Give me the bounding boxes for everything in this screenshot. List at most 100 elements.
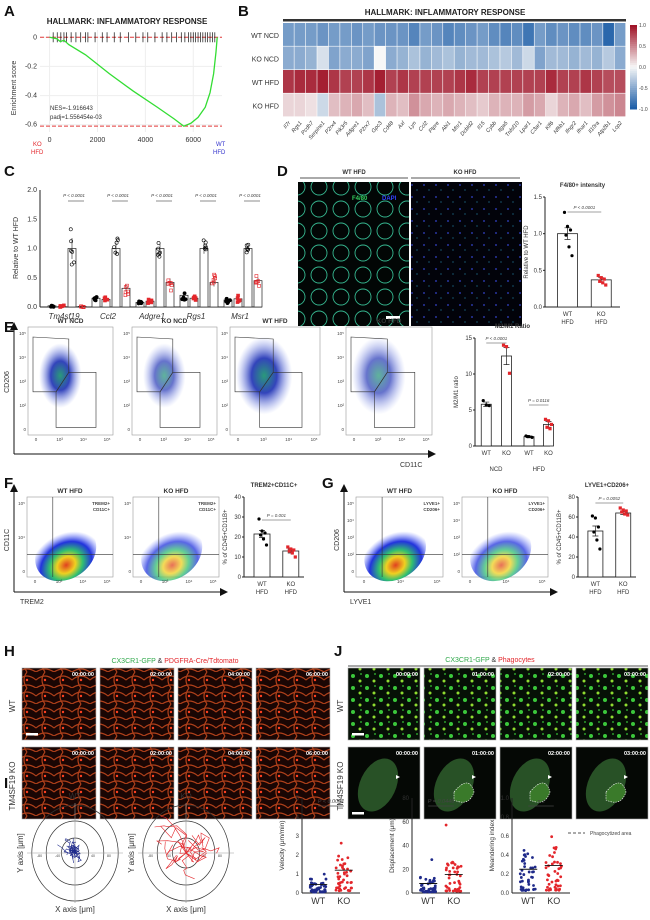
arrow-head xyxy=(10,322,18,330)
flow-density-cloud xyxy=(364,524,426,582)
data-point xyxy=(601,281,605,285)
legend-phagocytized: Phagocytized area xyxy=(590,831,632,837)
heatmap-cell xyxy=(317,46,329,70)
y-tick-label: 2 xyxy=(296,853,300,859)
data-point xyxy=(519,885,523,889)
panel-label-g: G xyxy=(322,475,334,492)
data-point xyxy=(551,855,554,859)
heatmap-cell xyxy=(591,23,603,46)
x-tick-label: KO xyxy=(337,896,350,906)
flow-y-tick: 0 xyxy=(23,427,26,432)
timestamp: 00:00:00 xyxy=(72,751,94,757)
j-title-green: CX3CR1-GFP xyxy=(445,657,490,664)
bar xyxy=(253,280,263,308)
gene-label: Msr1 xyxy=(231,312,249,321)
data-point xyxy=(457,879,461,883)
data-point xyxy=(524,889,528,893)
data-point xyxy=(156,241,161,245)
x-tick-label: WT xyxy=(257,582,267,588)
data-point xyxy=(455,866,459,870)
chart-title: LYVE1+CD206+ xyxy=(585,483,630,489)
heatmap-column-label: Axl xyxy=(396,120,407,131)
flow-y-tick: 10⁵ xyxy=(124,501,131,506)
data-point xyxy=(343,887,346,891)
data-point xyxy=(339,841,343,845)
y-tick-label: 1.5 xyxy=(534,195,543,201)
colorbar-label: 0.0 xyxy=(639,65,646,71)
flow-x-tick: 0 xyxy=(353,437,356,442)
heatmap-cell xyxy=(454,23,466,46)
data-point xyxy=(237,298,242,302)
flow-x-tick: 0 xyxy=(34,579,37,584)
data-point xyxy=(203,247,208,252)
data-point xyxy=(246,247,250,252)
data-point xyxy=(550,880,554,884)
data-point xyxy=(323,889,327,893)
x-tick-label: KO xyxy=(547,896,560,906)
timestamp: 06:00:00 xyxy=(306,751,328,757)
heatmap-column-label: Gpc3 xyxy=(371,120,385,135)
data-point xyxy=(527,883,531,886)
cell-track xyxy=(66,845,79,857)
p-value: P < 0.0001 xyxy=(318,799,345,805)
p-value: P = 0.0116 xyxy=(528,398,550,403)
data-point xyxy=(554,879,558,883)
heatmap-cell xyxy=(351,93,363,117)
heatmap-cell xyxy=(523,23,534,46)
colorbar-segment xyxy=(630,73,637,76)
flow-x-tick: 0 xyxy=(363,579,366,584)
f480-image-wt xyxy=(298,182,409,326)
heatmap-cell xyxy=(397,70,409,93)
cell-track xyxy=(185,832,210,854)
panel-label-f: F xyxy=(4,475,13,492)
colorbar-segment xyxy=(630,96,637,99)
x-tick-label: 2000 xyxy=(90,137,106,144)
flow-plot-title: WT NCD xyxy=(58,318,84,325)
y-tick-label: 1.0 xyxy=(27,246,37,253)
y-tick-label: 0 xyxy=(33,34,37,41)
y-tick-label: 80 xyxy=(402,796,409,802)
panel-label-j: J xyxy=(334,643,342,660)
data-point xyxy=(568,228,573,232)
heatmap-cell xyxy=(465,70,477,93)
flow-y-tick: 10⁵ xyxy=(221,331,228,336)
y-tick-label: 1.0 xyxy=(501,796,510,802)
data-point xyxy=(336,858,340,862)
data-point xyxy=(530,435,534,439)
heatmap-cell xyxy=(431,93,443,117)
y-tick-label: 0.5 xyxy=(27,275,37,282)
heatmap-cell xyxy=(580,70,592,93)
y-tick-label: 0 xyxy=(469,444,473,450)
j-title-amp: & xyxy=(491,657,496,664)
data-point xyxy=(345,881,349,884)
image-header-ko-hfd: KO HFD xyxy=(454,170,478,176)
data-point xyxy=(94,295,99,300)
data-point xyxy=(113,250,118,255)
y-axis-label: Meandering index xyxy=(489,819,496,871)
colorbar-segment xyxy=(630,67,637,70)
data-point xyxy=(343,872,346,876)
heatmap-cell xyxy=(283,23,294,46)
y-tick-label: 80 xyxy=(568,495,575,501)
timestamp: 00:00:00 xyxy=(396,751,418,757)
flow-density-cloud xyxy=(141,524,203,582)
flow-y-label: CD206 xyxy=(4,371,11,393)
heatmap-cell xyxy=(340,70,351,93)
data-point xyxy=(424,890,428,894)
data-point xyxy=(501,343,506,347)
heatmap-cell xyxy=(420,46,432,70)
colorbar-segment xyxy=(630,56,637,60)
flow-y-tick: 10² xyxy=(123,403,130,408)
data-point xyxy=(532,884,535,887)
gate-label: LYVE1+ xyxy=(424,501,441,506)
phagocytized-area xyxy=(529,782,551,803)
data-point xyxy=(455,889,459,893)
data-point xyxy=(448,869,452,873)
ring-label: 80 xyxy=(107,854,111,858)
heatmap-cell xyxy=(465,23,477,46)
heatmap-cell xyxy=(443,23,454,46)
data-point xyxy=(445,889,449,893)
group-label: NCD xyxy=(490,467,504,473)
flow-x-tick: 10⁵ xyxy=(311,437,318,442)
flow-x-tick: 10⁵ xyxy=(434,579,441,584)
